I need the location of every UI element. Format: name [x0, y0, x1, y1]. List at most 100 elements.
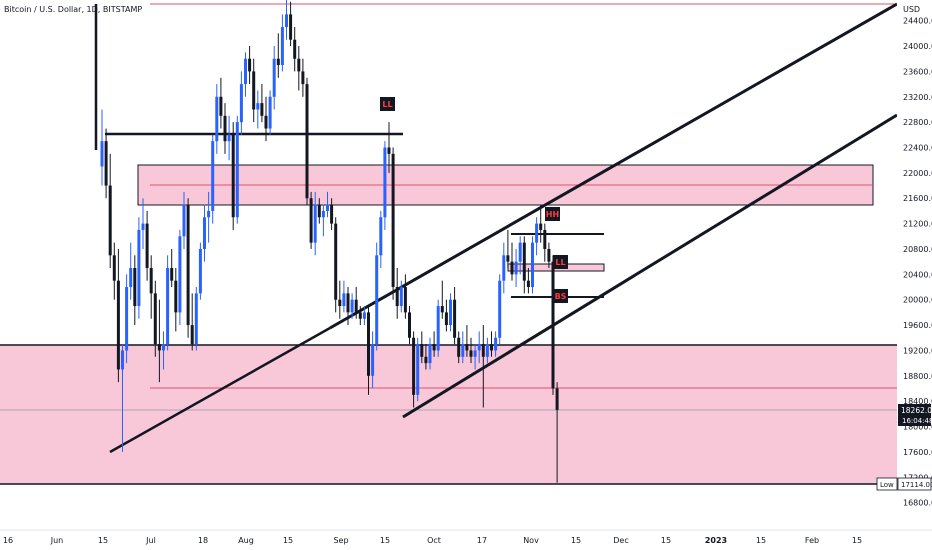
- candle-body: [301, 71, 305, 85]
- last-price-badge: [898, 404, 931, 426]
- candle-body: [239, 84, 243, 123]
- candle-body: [362, 312, 366, 319]
- y-axis-ticks[interactable]: 24400.00 24000.00 23600.00 23200.00 22800.00…: [903, 17, 932, 508]
- candle-body: [219, 96, 223, 116]
- candle-body: [535, 223, 539, 243]
- candle-body: [358, 312, 362, 319]
- y-tick-label: 22000.00: [903, 169, 932, 178]
- y-tick-label: 23600.00: [903, 67, 932, 76]
- candle-body: [387, 147, 391, 154]
- candle-body: [207, 210, 211, 218]
- y-tick-label: 23200.00: [903, 93, 932, 102]
- candle-body: [203, 217, 206, 249]
- x-tick-label: 15: [852, 536, 862, 545]
- x-tick-label: Dec: [613, 536, 628, 545]
- candle-body: [297, 58, 301, 72]
- low-label-badge: [876, 477, 898, 491]
- structure-labels: LL HH LL BS: [380, 97, 568, 303]
- x-tick-label: 15: [98, 536, 108, 545]
- x-tick-label: 2023: [705, 536, 727, 545]
- candle-body: [408, 312, 411, 338]
- x-tick-label: Nov: [523, 536, 539, 545]
- candle-body: [182, 204, 186, 237]
- x-tick-label: 18: [198, 536, 208, 545]
- y-tick-label: 19200.00: [903, 346, 932, 355]
- y-tick-label: 22400.00: [903, 144, 932, 153]
- candle-body: [432, 344, 436, 351]
- low-price-badge: [897, 477, 932, 491]
- label-ll-top: LL: [382, 100, 392, 109]
- candle-body: [285, 14, 288, 28]
- candle-body: [526, 280, 530, 288]
- y-tick-label: 18400.00: [903, 397, 932, 406]
- candle-body: [186, 204, 190, 326]
- candle-body: [539, 223, 543, 230]
- candle-body: [506, 255, 510, 262]
- candle-body: [276, 58, 280, 66]
- candle-body: [383, 147, 387, 218]
- candle-body: [211, 141, 215, 211]
- candle-body: [116, 280, 120, 370]
- candle-body: [260, 103, 264, 116]
- candle-body: [416, 344, 420, 395]
- candle-body: [252, 71, 256, 110]
- candle-body: [268, 96, 272, 129]
- candle-body: [457, 337, 461, 357]
- candle-body: [543, 229, 547, 249]
- y-tick-label: 21200.00: [903, 220, 932, 229]
- channel-lower-2-line: [402, 113, 898, 419]
- candle-body: [502, 255, 506, 281]
- candle-body: [174, 280, 178, 313]
- x-tick-label: Sep: [333, 536, 348, 545]
- candle-body: [395, 287, 399, 307]
- x-tick-label: Jun: [50, 536, 64, 545]
- candle-body: [469, 350, 473, 357]
- y-tick-label: 17600.00: [903, 448, 932, 457]
- candle-body: [436, 306, 440, 351]
- candle-body: [391, 153, 395, 288]
- candle-body: [342, 293, 346, 307]
- candle-body: [481, 344, 485, 357]
- candle-body: [354, 299, 358, 313]
- candle-body: [190, 325, 194, 345]
- candles: [100, 0, 559, 483]
- candle-body: [449, 299, 452, 326]
- candle-body: [453, 299, 457, 338]
- candle-body: [194, 293, 198, 345]
- candle-body: [133, 268, 137, 307]
- candle-body: [490, 344, 493, 351]
- y-tick-label: 21600.00: [903, 194, 932, 203]
- candle-body: [510, 261, 514, 275]
- y-tick-label: 24400.00: [903, 17, 932, 26]
- candle-body: [256, 103, 260, 110]
- x-tick-label: 17: [477, 536, 487, 545]
- candle-body: [367, 312, 370, 376]
- countdown-value: 16:04:48: [902, 417, 932, 425]
- candle-body: [379, 217, 383, 256]
- chart-title: Bitcoin / U.S. Dollar, 1D, BITSTAMP: [4, 5, 142, 14]
- candle-body: [293, 39, 297, 59]
- x-tick-label: Jul: [145, 536, 156, 545]
- candle-body: [289, 14, 293, 40]
- label-hh-bg: [545, 207, 560, 221]
- y-tick-label: 22800.00: [903, 118, 932, 127]
- candle-body: [461, 344, 465, 357]
- label-hh: HH: [546, 210, 559, 219]
- candle-body: [317, 204, 321, 218]
- x-tick-label: 15: [756, 536, 766, 545]
- candle-body: [153, 293, 157, 345]
- last-price-value: 18262.00: [901, 406, 932, 415]
- candle-body: [334, 223, 338, 300]
- y-tick-label: 24000.00: [903, 42, 932, 51]
- candle-body: [330, 204, 334, 224]
- candle-body: [121, 350, 124, 370]
- x-axis-ticks[interactable]: 16 Jun 15 Jul 18 Aug 15 Sep 15 Oct 17 Nov 15 Dec 15 202…: [3, 536, 862, 545]
- y-tick-label: 16800.00: [903, 499, 932, 508]
- candle-body: [403, 287, 407, 313]
- candle-body: [465, 344, 469, 351]
- low-price-value: 17114.00: [901, 481, 932, 489]
- candle-body: [514, 261, 518, 275]
- label-bos: BS: [555, 292, 567, 301]
- candle-body: [100, 141, 104, 167]
